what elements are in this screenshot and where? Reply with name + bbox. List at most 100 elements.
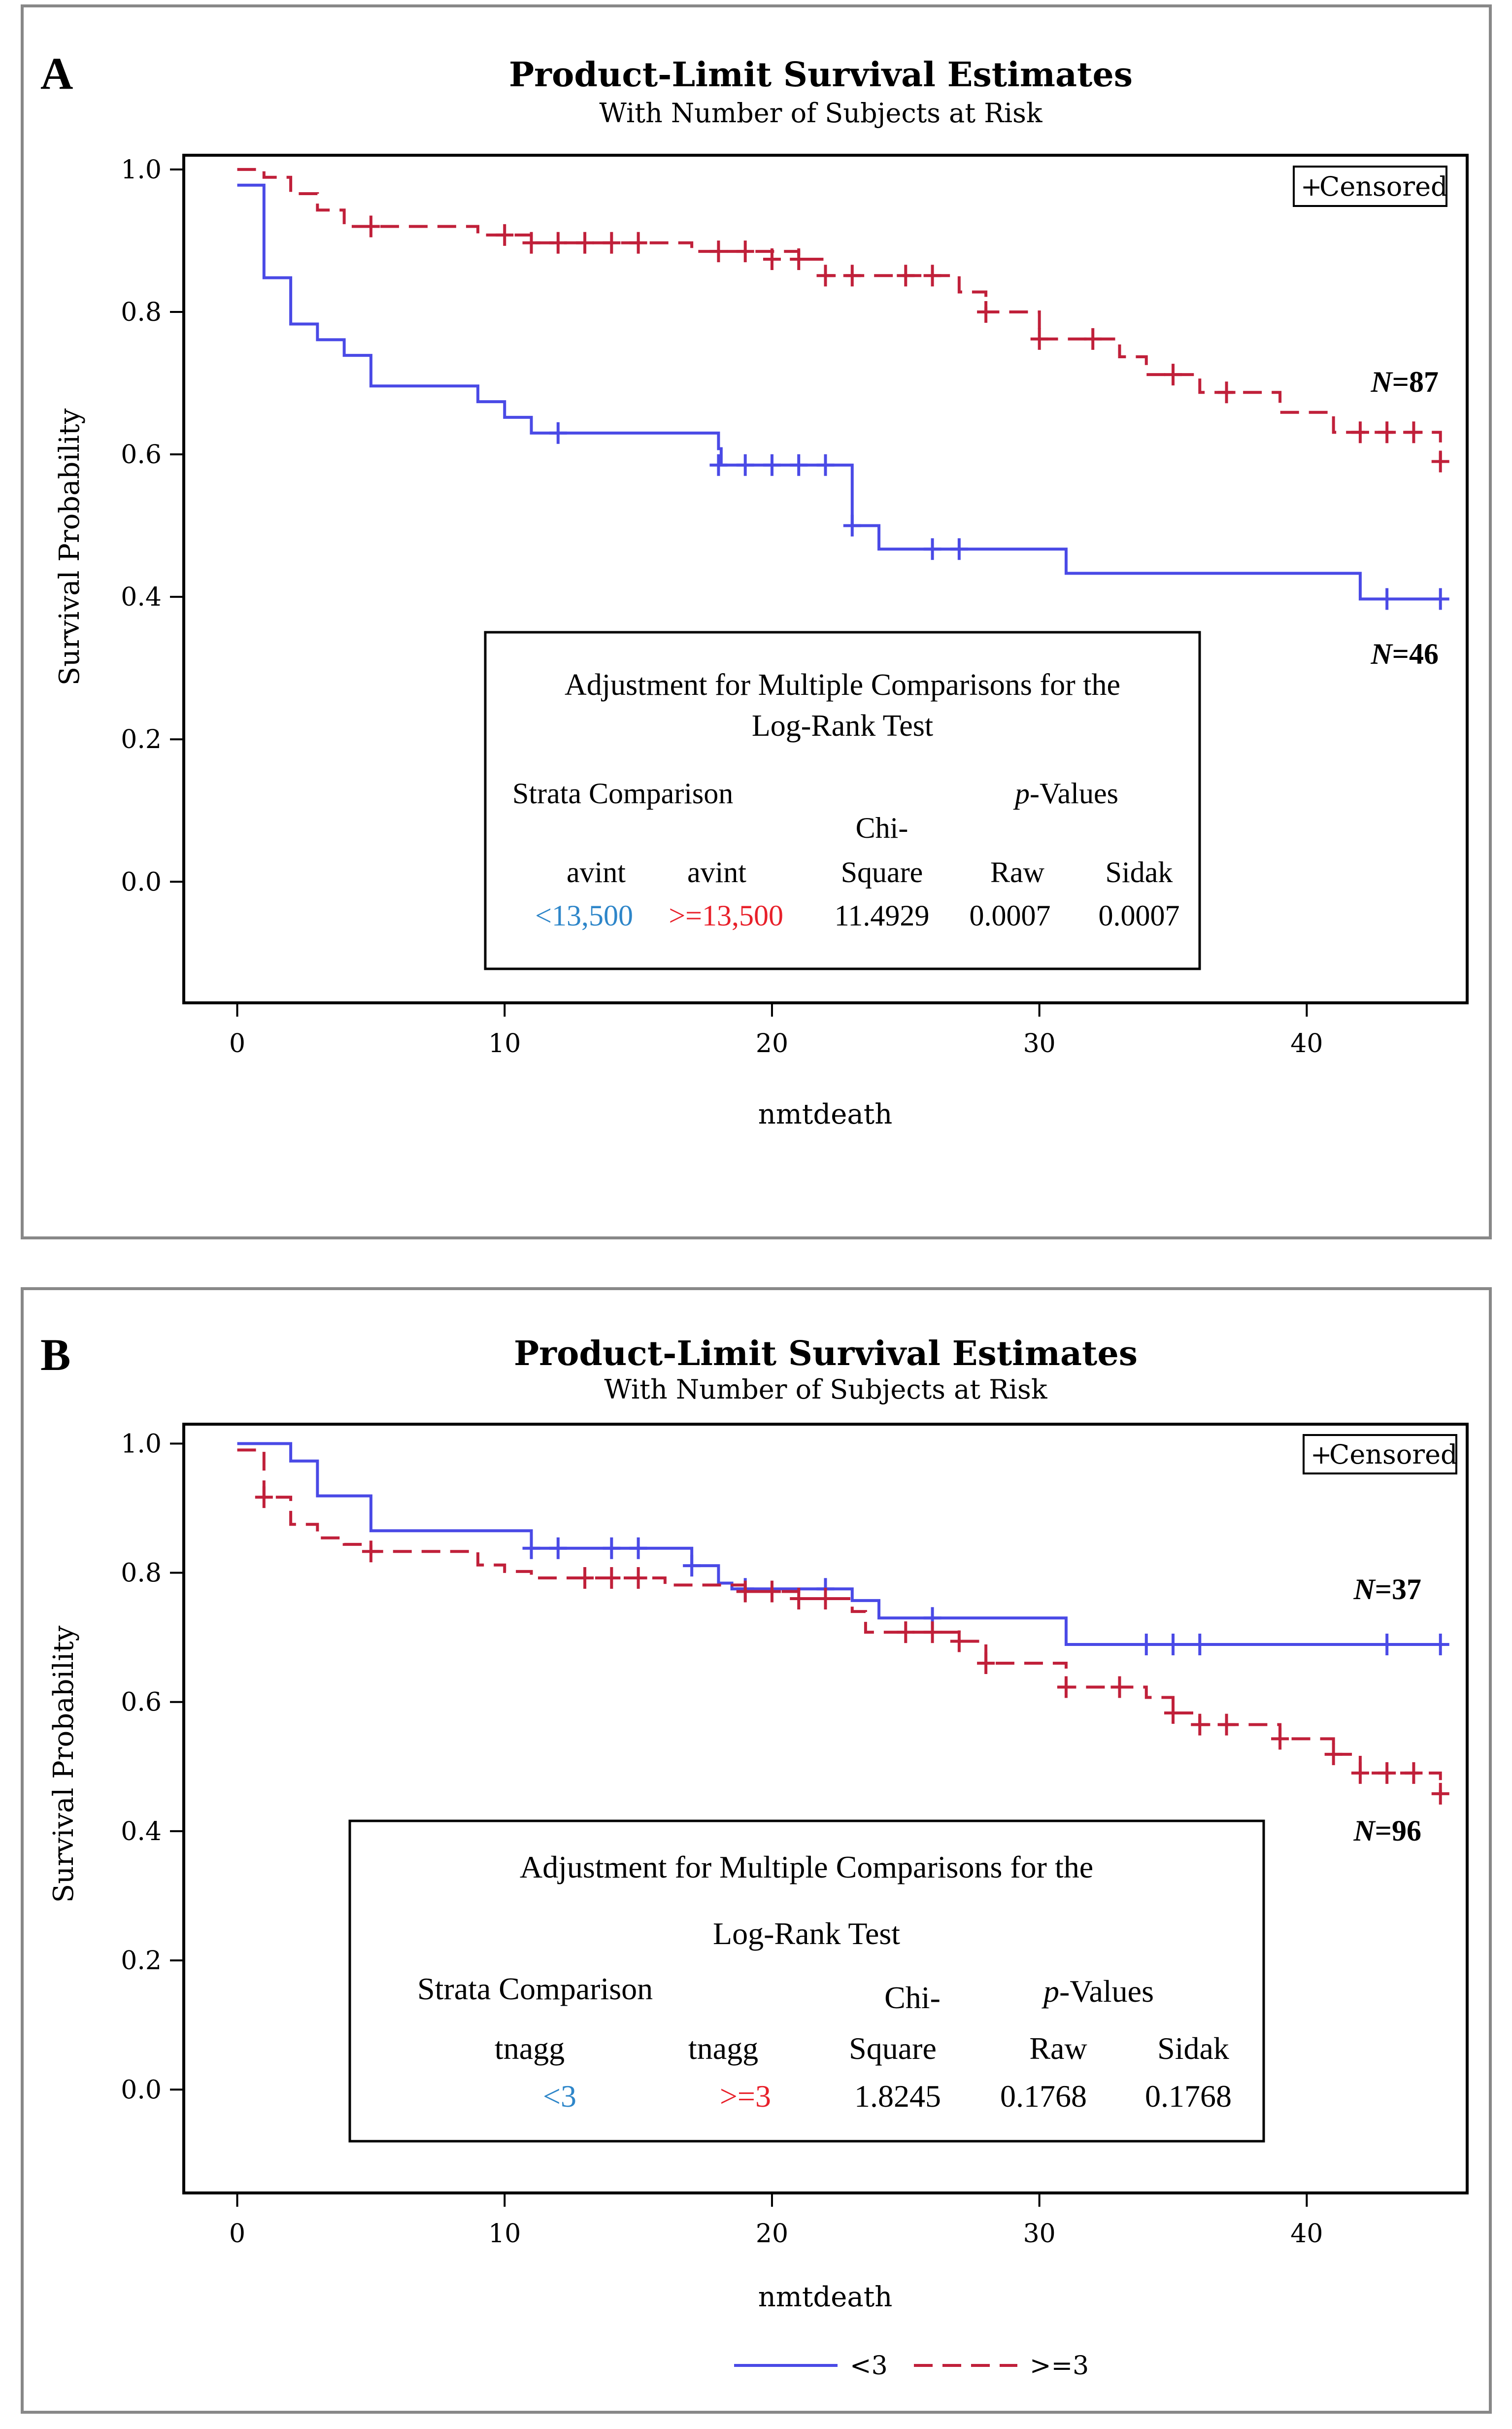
censor-mark	[549, 422, 567, 444]
panel-a-title: Product-Limit Survival Estimates	[509, 55, 1133, 95]
censor-mark	[1164, 1702, 1182, 1724]
x-tick-label: 10	[488, 1029, 521, 1059]
x-tick-label: 10	[488, 2219, 521, 2249]
panel-a-series	[237, 168, 1449, 610]
panel-a-n-label-group2: N=87	[1370, 366, 1439, 398]
censor-mark	[790, 454, 808, 476]
censor-mark	[763, 248, 781, 271]
x-tick-label: 30	[1023, 2219, 1056, 2249]
x-tick-label: 40	[1290, 1029, 1323, 1059]
censor-mark	[1217, 381, 1236, 404]
censor-mark	[897, 265, 915, 287]
table-pvalues-header: p-Values	[1013, 777, 1118, 810]
censor-mark	[1431, 1782, 1449, 1805]
censor-mark	[1378, 1762, 1396, 1784]
censor-mark	[923, 1621, 941, 1643]
panel-b: B Product-Limit Survival Estimates With …	[21, 1287, 1492, 2414]
censored-legend-box	[1293, 166, 1447, 207]
y-tick-label: 0.6	[121, 440, 162, 470]
censor-mark	[549, 1537, 567, 1559]
censor-mark	[1431, 588, 1449, 610]
table-strata-header: Strata Comparison	[512, 777, 733, 810]
censor-mark	[736, 240, 754, 263]
panel-b-title: Product-Limit Survival Estimates	[514, 1334, 1138, 1373]
censor-mark	[603, 232, 621, 254]
censor-mark	[1271, 1728, 1289, 1750]
panel-b-xlabel: nmtdeath	[758, 2281, 893, 2313]
censor-mark	[763, 454, 781, 476]
panel-a-subtitle: With Number of Subjects at Risk	[599, 98, 1042, 129]
table-col-raw: Raw	[990, 856, 1045, 889]
censor-mark	[816, 1587, 835, 1609]
censored-legend-label: Censored	[1329, 1439, 1458, 1470]
panel-b-ylabel: Survival Probability	[48, 1625, 80, 1903]
table-col-tnagg-2: tnagg	[688, 2031, 758, 2066]
censor-mark	[1164, 1634, 1182, 1656]
table-col-raw: Raw	[1029, 2031, 1087, 2066]
censor-mark	[843, 265, 861, 287]
x-tick-label: 20	[756, 2219, 788, 2249]
censor-mark	[897, 1621, 915, 1643]
table-chi-top: Chi-	[856, 812, 908, 844]
censor-mark	[683, 1555, 701, 1577]
censor-mark	[1191, 1634, 1209, 1656]
panel-b-censored-legend: + Censored	[1303, 1434, 1458, 1474]
censor-mark	[1405, 421, 1423, 444]
y-tick-label: 0.4	[121, 1817, 162, 1847]
panel-b-axes: 0 10 20 30 40 0.0 0.2 0.4 0.6 0.8 1.0	[121, 1429, 1323, 2249]
censor-mark	[362, 1540, 380, 1563]
panel-b-subtitle: With Number of Subjects at Risk	[604, 1374, 1047, 1405]
censor-mark	[1110, 1676, 1129, 1698]
censor-mark	[709, 454, 728, 476]
censor-mark	[950, 1630, 968, 1652]
table-chi-top: Chi-	[884, 1980, 941, 2015]
censor-mark	[496, 224, 514, 246]
censor-mark	[1191, 1713, 1209, 1736]
table-col-avint-2: avint	[687, 856, 746, 889]
survival-curve-group1	[237, 183, 1441, 601]
panel-a-ylabel: Survival Probability	[54, 408, 86, 685]
table-col-square: Square	[849, 2031, 937, 2066]
censor-mark	[843, 514, 861, 537]
y-tick-label: 0.0	[121, 2075, 162, 2105]
table-cell-chisq: 11.4929	[835, 899, 930, 932]
legend-label-group1: <3	[850, 2351, 888, 2381]
panel-a-label: A	[40, 48, 73, 99]
table-col-avint-1: avint	[567, 856, 626, 889]
censored-legend-box	[1303, 1434, 1457, 1474]
censor-mark	[629, 232, 647, 254]
panel-a-frame	[21, 4, 1492, 1239]
table-col-tnagg-1: tnagg	[495, 2031, 565, 2066]
y-tick-label: 0.0	[121, 867, 162, 897]
table-title-line2: Log-Rank Test	[752, 709, 933, 743]
y-tick-label: 0.4	[121, 582, 162, 612]
y-tick-label: 0.2	[121, 1946, 162, 1976]
table-cell-chisq: 1.8245	[854, 2079, 941, 2114]
table-col-square: Square	[841, 856, 923, 889]
censor-mark	[255, 1486, 273, 1508]
x-tick-label: 0	[229, 2219, 245, 2249]
censor-mark	[1030, 328, 1048, 350]
table-title-line2: Log-Rank Test	[713, 1916, 900, 1951]
censor-mark	[576, 232, 594, 254]
table-box	[348, 1819, 1265, 2143]
censor-mark	[790, 248, 808, 271]
panel-a-xlabel: nmtdeath	[758, 1098, 893, 1130]
panel-a-comparison-table: Adjustment for Multiple Comparisons for …	[484, 631, 1201, 970]
panel-b-frame	[21, 1287, 1492, 2414]
censor-mark	[1378, 1634, 1396, 1656]
panel-b-n-label-group2: N=96	[1353, 1814, 1421, 1847]
panel-b-label: B	[40, 1330, 70, 1380]
table-cell-sidak: 0.1768	[1145, 2079, 1232, 2114]
censor-mark	[522, 232, 540, 254]
y-tick-label: 1.0	[121, 1429, 162, 1459]
censor-mark	[629, 1537, 647, 1559]
panel-a-axes: 0 10 20 30 40 0.0 0.2 0.4 0.6 0.8 1.0	[121, 155, 1323, 1059]
x-tick-label: 30	[1023, 1029, 1056, 1059]
censor-mark	[1057, 1676, 1075, 1698]
censor-mark	[1137, 1634, 1155, 1656]
censor-mark	[923, 265, 941, 287]
censor-mark	[629, 1567, 647, 1589]
censored-plus-symbol: +	[1301, 172, 1322, 202]
